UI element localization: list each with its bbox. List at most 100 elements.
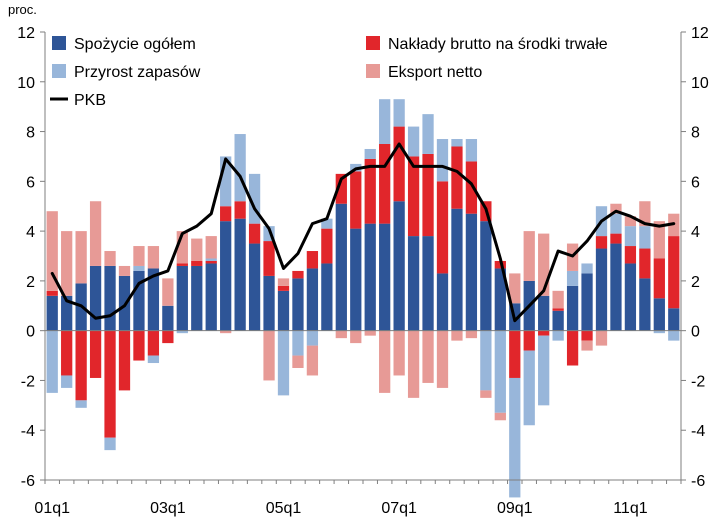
y-tick-label-left: 10: [17, 75, 35, 92]
bar-naklady-05q1: [277, 285, 290, 291]
bar-eksport-07q4: [436, 330, 449, 388]
bar-naklady-04q2: [234, 201, 246, 219]
bar-spozycie-08q4: [494, 268, 506, 331]
bar-zapasy-01q2: [61, 375, 73, 388]
bar-eksport-04q1: [220, 330, 232, 334]
y-tick-label-left: 4: [26, 224, 35, 241]
bar-spozycie-02q3: [133, 270, 145, 331]
bar-spozycie-09q3: [538, 295, 550, 331]
bar-zapasy-11q1: [624, 226, 637, 247]
bar-naklady-01q3: [75, 330, 87, 401]
bar-spozycie-07q3: [422, 236, 434, 331]
bar-spozycie-06q4: [379, 223, 391, 331]
legend-item-eksport: Eksport netto: [366, 64, 482, 81]
legend-item-spozycie: Spożycie ogółem: [52, 36, 196, 53]
bar-spozycie-01q4: [89, 265, 102, 331]
bar-zapasy-11q3: [653, 330, 665, 334]
bar-eksport-03q3: [191, 238, 203, 261]
y-tick-label-left: 6: [26, 174, 35, 191]
bar-eksport-09q1: [509, 273, 521, 304]
bar-eksport-09q2: [523, 231, 535, 281]
bar-spozycie-05q3: [306, 268, 319, 331]
bar-zapasy-04q1: [220, 156, 232, 207]
y-tick-label-left: 8: [26, 125, 35, 142]
bar-zapasy-01q1: [46, 330, 58, 393]
x-tick-label-03q1: 03q1: [150, 500, 186, 517]
bar-spozycie-03q3: [191, 265, 203, 331]
bar-zapasy-04q3: [248, 173, 261, 224]
pkb-line: [50, 142, 676, 323]
bar-spozycie-10q2: [581, 273, 593, 331]
bar-zapasy-05q4: [321, 218, 333, 229]
bar-naklady-03q2: [176, 263, 188, 266]
bar-zapasy-08q1: [451, 139, 463, 147]
bar-eksport-03q4: [205, 236, 217, 259]
bar-spozycie-05q1: [277, 290, 290, 331]
bar-naklady-01q4: [89, 330, 102, 378]
bar-zapasy-03q4: [205, 258, 217, 261]
bar-eksport-03q2: [176, 231, 188, 264]
legend-swatch-naklady: [366, 36, 380, 50]
bar-eksport-01q3: [75, 231, 87, 284]
y-tick-label-right: -2: [691, 373, 705, 390]
bar-naklady-08q2: [465, 161, 478, 214]
bar-spozycie-10q1: [566, 285, 579, 331]
bar-zapasy-08q3: [480, 330, 492, 391]
bar-zapasy-02q1: [104, 437, 116, 451]
bar-naklady-01q2: [61, 330, 73, 376]
x-tick-label-09q1: 09q1: [497, 500, 533, 517]
bar-naklady-02q2: [118, 330, 131, 391]
bar-zapasy-07q2: [407, 126, 420, 157]
bar-naklady-02q3: [133, 330, 145, 361]
bar-spozycie-01q1: [46, 295, 58, 331]
bar-spozycie-10q3: [595, 248, 608, 331]
bar-naklady-08q1: [451, 146, 463, 209]
axes-layer: -6 -6 -4 -4 -2 -2 0 0 2 2 4 4 6 6 8 8 10 10 12 12 01q1 03q1 05…: [17, 25, 709, 517]
bar-naklady-11q4: [668, 236, 680, 309]
bar-zapasy-03q2: [176, 330, 188, 334]
bar-naklady-05q3: [306, 251, 319, 269]
bar-spozycie-07q2: [407, 236, 420, 331]
bar-zapasy-09q2: [523, 350, 535, 426]
bar-zapasy-07q4: [436, 139, 449, 182]
bar-spozycie-11q1: [624, 263, 637, 331]
bar-naklady-07q1: [393, 126, 405, 202]
bar-naklady-11q3: [653, 258, 665, 299]
bar-naklady-07q4: [436, 181, 449, 274]
bar-eksport-11q1: [624, 216, 637, 227]
bar-zapasy-06q4: [379, 99, 391, 144]
legend-item-naklady: Nakłady brutto na środki trwałe: [366, 36, 608, 53]
bar-eksport-02q1: [104, 251, 116, 266]
y-tick-label-right: 8: [691, 125, 700, 142]
bar-eksport-09q4: [552, 290, 564, 309]
legend-item-zapasy: Przyrost zapasów: [52, 64, 201, 81]
bar-eksport-08q3: [480, 390, 492, 398]
legend: Spożycie ogółem Przyrost zapasów PKB Nak…: [50, 36, 608, 109]
bar-spozycie-04q4: [263, 275, 275, 331]
y-tick-label-right: 2: [691, 274, 700, 291]
bar-naklady-04q1: [220, 206, 232, 222]
bar-naklady-09q1: [509, 330, 521, 378]
bar-naklady-09q4: [552, 308, 564, 311]
y-tick-label-right: 6: [691, 174, 700, 191]
x-tick-label-11q1: 11q1: [613, 500, 648, 517]
bar-eksport-08q2: [465, 330, 478, 339]
bar-zapasy-10q2: [581, 263, 593, 274]
y-tick-label-left: 2: [26, 274, 35, 291]
legend-item-pkb: PKB: [50, 92, 106, 109]
bar-naklady-04q3: [248, 223, 261, 244]
bar-naklady-03q4: [205, 260, 217, 264]
bar-eksport-06q2: [350, 330, 362, 344]
bar-eksport-01q2: [61, 231, 73, 296]
bar-spozycie-07q4: [436, 273, 449, 331]
bar-eksport-03q1: [162, 278, 174, 306]
bar-eksport-07q3: [422, 330, 434, 383]
bar-eksport-01q4: [89, 201, 102, 266]
bar-spozycie-08q2: [465, 213, 478, 331]
bar-spozycie-05q2: [292, 278, 304, 331]
bar-eksport-07q2: [407, 330, 420, 398]
bar-zapasy-05q2: [292, 330, 304, 356]
bar-eksport-02q4: [147, 246, 160, 269]
bar-spozycie-03q4: [205, 263, 217, 331]
